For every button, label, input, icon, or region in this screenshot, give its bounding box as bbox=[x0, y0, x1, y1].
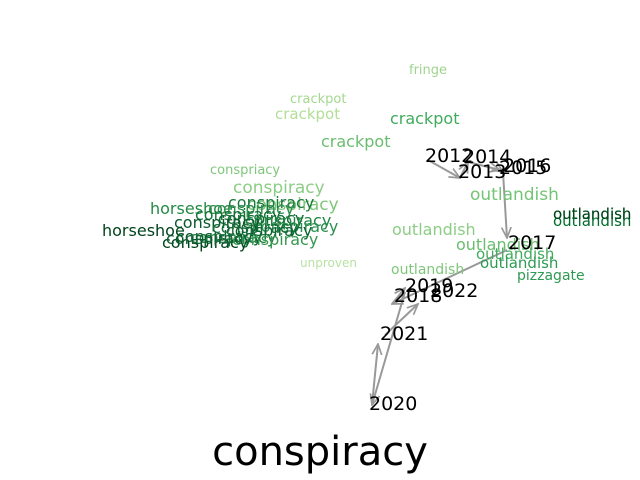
word-label: conspiracy bbox=[226, 221, 312, 240]
word-label: conspiracy bbox=[233, 178, 325, 198]
trajectory-segment-2013-2014 bbox=[460, 162, 468, 179]
year-label-2022: 2022 bbox=[430, 280, 478, 302]
year-label-2015: 2015 bbox=[499, 157, 547, 179]
word-label: outlandish bbox=[476, 245, 554, 263]
word-label: conspiracy bbox=[252, 217, 338, 236]
word-label: crackpot bbox=[275, 105, 340, 123]
word-label: outlandish bbox=[553, 205, 631, 223]
diagram-title: conspiracy bbox=[212, 429, 428, 475]
neighbor-words: fringe crackpot crackpot crackpot crackp… bbox=[102, 63, 631, 284]
word-label: conspiracy bbox=[245, 211, 331, 230]
year-label-2016: 2016 bbox=[503, 155, 551, 177]
year-label-2014: 2014 bbox=[463, 146, 511, 168]
word-label: conspiracy bbox=[212, 218, 298, 237]
word-label: conspiracy bbox=[162, 233, 248, 252]
year-label-2012: 2012 bbox=[425, 145, 473, 167]
year-label-2021: 2021 bbox=[380, 323, 428, 345]
word-label: conspiracy bbox=[176, 227, 262, 246]
word-label: pizzagate bbox=[517, 268, 585, 284]
word-label: conspiracy bbox=[232, 230, 318, 249]
year-label-2013: 2013 bbox=[458, 161, 506, 183]
word-label: conspiracy bbox=[190, 228, 276, 247]
word-label: unproven bbox=[300, 256, 357, 270]
trajectory-segment-2021-2022 bbox=[384, 304, 418, 336]
word-label: outlandish bbox=[392, 220, 476, 239]
word-label: outlandish bbox=[480, 254, 558, 272]
word-label: crackpot bbox=[321, 132, 390, 151]
year-trajectory bbox=[371, 159, 508, 406]
word-label: outlandish bbox=[391, 262, 464, 278]
word-label: conspiracy bbox=[208, 199, 294, 218]
trajectory-segment-2015-2016 bbox=[500, 170, 503, 172]
word-label: conspiracy bbox=[218, 209, 304, 228]
trajectory-segment-2012-2013 bbox=[427, 159, 460, 178]
word-label: fringe bbox=[409, 63, 447, 78]
word-label: conspiracy bbox=[166, 229, 252, 248]
word-label: outlandish bbox=[470, 185, 559, 205]
year-label-2020: 2020 bbox=[369, 393, 417, 415]
year-label-2017: 2017 bbox=[508, 232, 556, 254]
word-label: conspiracy bbox=[247, 195, 339, 215]
word-label: conspiracy bbox=[228, 193, 314, 212]
word-label: crackpot bbox=[290, 92, 346, 107]
trajectory-segment-2016-2017 bbox=[503, 171, 507, 238]
word-label: horseshoe bbox=[150, 199, 233, 218]
year-labels: 2012 2013 2014 2015 2016 2017 2018 2019 … bbox=[369, 145, 556, 415]
word-label: crackpot bbox=[390, 109, 459, 128]
word-label: conspiracy bbox=[174, 213, 260, 232]
trajectory-segment-2018-2019 bbox=[391, 288, 405, 305]
trajectory-segment-2020-2021 bbox=[371, 344, 378, 406]
trajectory-segment-2019-2020 bbox=[372, 291, 406, 405]
year-label-2018: 2018 bbox=[394, 285, 442, 307]
word-label: outlandish bbox=[553, 212, 631, 230]
word-label: conspriacy bbox=[210, 163, 280, 178]
trajectory-segment-2017-2018 bbox=[392, 249, 508, 305]
word-label: outlandish bbox=[456, 235, 540, 254]
word-label: conspiracy bbox=[195, 205, 281, 224]
word-label: outlandish bbox=[553, 205, 631, 223]
year-label-2019: 2019 bbox=[405, 275, 453, 297]
word-label: horseshoe bbox=[102, 221, 185, 240]
